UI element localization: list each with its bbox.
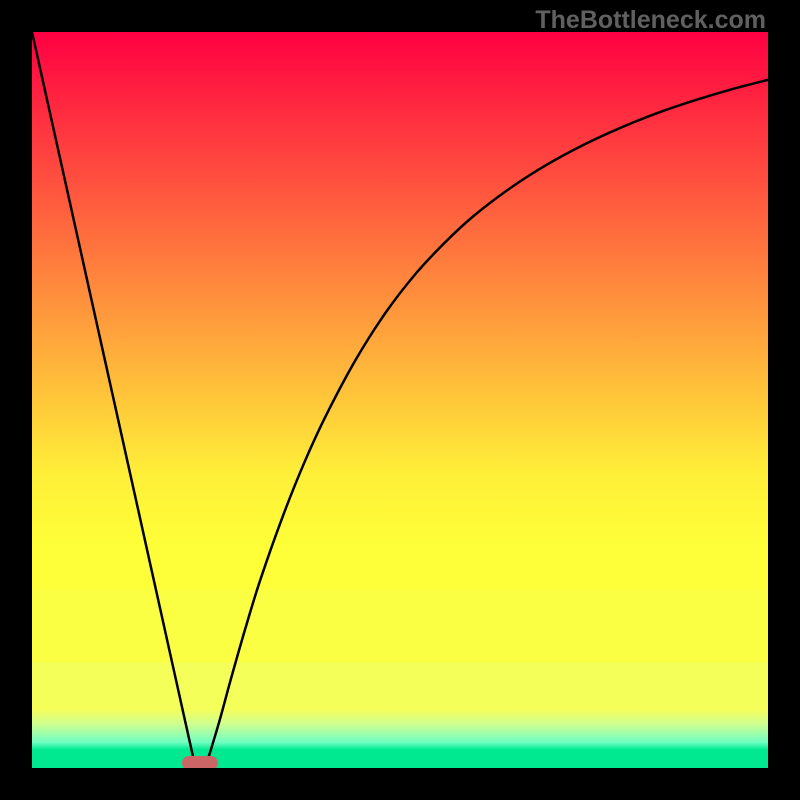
plot-svg [32, 32, 768, 768]
plot-area [32, 32, 768, 768]
recommended-marker-pill [182, 756, 218, 768]
chart-frame: TheBottleneck.com [0, 0, 800, 800]
recommended-marker [182, 756, 218, 768]
gradient-background [32, 32, 768, 768]
watermark-text: TheBottleneck.com [535, 6, 766, 35]
